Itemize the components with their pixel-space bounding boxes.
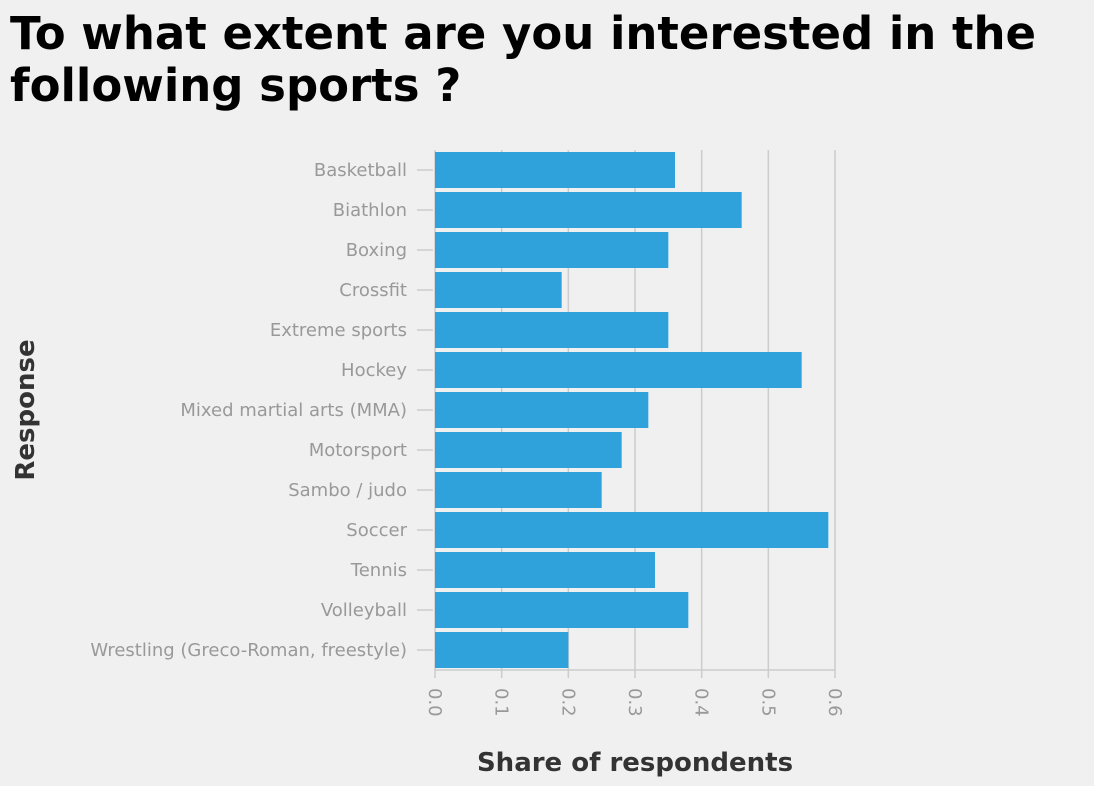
x-tick-label: 0.6 xyxy=(824,688,845,717)
y-tick-label: Crossfit xyxy=(339,280,407,301)
y-tick-label: Tennis xyxy=(350,560,407,581)
y-tick-label: Boxing xyxy=(346,240,407,261)
bar xyxy=(435,272,562,308)
y-tick-label: Soccer xyxy=(346,520,407,541)
x-tick-label: 0.4 xyxy=(691,688,712,717)
x-tick-label: 0.1 xyxy=(491,688,512,717)
bar xyxy=(435,632,569,668)
bar xyxy=(435,192,742,228)
y-tick-label: Sambo / judo xyxy=(288,480,407,501)
y-tick-label: Wrestling (Greco-Roman, freestyle) xyxy=(90,640,407,661)
y-tick-label: Basketball xyxy=(314,160,407,181)
bar xyxy=(435,472,602,508)
y-tick-label: Extreme sports xyxy=(270,320,407,341)
bar xyxy=(435,552,655,588)
x-tick-label: 0.3 xyxy=(624,688,645,717)
axes xyxy=(417,169,836,678)
x-tick-label: 0.0 xyxy=(424,688,445,717)
chart-title: To what extent are you interested in the… xyxy=(10,7,1037,112)
bar xyxy=(435,592,689,628)
y-axis-title: Response xyxy=(11,339,41,480)
bar xyxy=(435,432,622,468)
bar xyxy=(435,232,669,268)
bar xyxy=(435,152,675,188)
x-tick-label: 0.5 xyxy=(757,688,778,717)
x-tick-label: 0.2 xyxy=(557,688,578,717)
y-tick-label: Biathlon xyxy=(333,200,407,221)
y-tick-label: Mixed martial arts (MMA) xyxy=(180,400,407,421)
bar xyxy=(435,312,669,348)
bar xyxy=(435,392,649,428)
tick-labels: 0.0 0.1 0.2 0.3 0.4 0.5 0.6 Basketball Biathlon B… xyxy=(90,160,845,717)
bar xyxy=(435,512,829,548)
x-axis-title: Share of respondents xyxy=(477,748,793,778)
bar xyxy=(435,352,802,388)
bars xyxy=(435,152,829,668)
y-tick-label: Hockey xyxy=(341,360,407,381)
y-tick-label: Volleyball xyxy=(321,600,407,621)
y-tick-label: Motorsport xyxy=(309,440,407,461)
